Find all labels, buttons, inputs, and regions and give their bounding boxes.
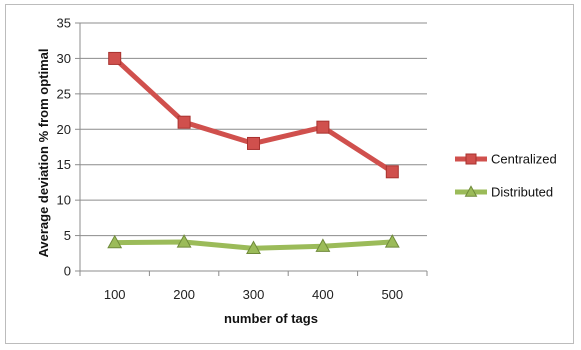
y-tick-label: 5 xyxy=(64,228,71,243)
y-axis-title: Average deviation % from optimal xyxy=(36,48,51,257)
data-point-distributed xyxy=(246,240,261,254)
x-tick-labels: 100 200 300 400 500 xyxy=(104,287,403,302)
x-tick-label: 300 xyxy=(243,287,265,302)
x-tick-label: 100 xyxy=(104,287,126,302)
y-tick-label: 15 xyxy=(57,157,71,172)
data-point-distributed xyxy=(176,234,192,248)
y-tick-label: 25 xyxy=(57,86,71,101)
legend-label-distributed: Distributed xyxy=(491,185,553,200)
data-point-centralized xyxy=(316,120,330,134)
data-point-centralized xyxy=(385,165,399,179)
data-point-centralized xyxy=(108,51,122,65)
gridlines xyxy=(80,22,427,237)
x-axis-title: number of tags xyxy=(224,311,318,326)
series-distributed xyxy=(107,234,400,254)
data-point-centralized xyxy=(177,115,191,129)
x-tick-label: 400 xyxy=(312,287,334,302)
legend-marker-centralized xyxy=(465,153,477,165)
y-tick-label: 10 xyxy=(57,193,71,208)
legend-item-distributed: Distributed xyxy=(455,185,553,200)
legend: Centralized Distributed xyxy=(455,152,557,200)
data-point-distributed xyxy=(107,234,123,249)
legend-label-centralized: Centralized xyxy=(491,152,557,167)
y-tick-labels: 0 5 10 15 20 25 30 35 xyxy=(57,16,71,279)
series-line-centralized xyxy=(113,56,394,174)
chart-frame xyxy=(5,4,574,344)
series-centralized xyxy=(108,51,399,179)
series-layer xyxy=(107,51,400,254)
y-tick-label: 35 xyxy=(57,16,71,31)
y-tick-label: 30 xyxy=(57,51,71,66)
data-point-centralized xyxy=(247,136,260,150)
y-tick-label: 0 xyxy=(64,264,71,279)
legend-item-centralized: Centralized xyxy=(455,152,557,167)
y-tick-label: 20 xyxy=(57,122,71,137)
data-point-distributed xyxy=(315,238,331,252)
x-tick-label: 500 xyxy=(381,287,403,302)
x-tick-label: 200 xyxy=(173,287,195,302)
axes xyxy=(75,22,428,276)
legend-marker-distributed xyxy=(464,185,478,197)
data-point-distributed xyxy=(384,234,400,248)
